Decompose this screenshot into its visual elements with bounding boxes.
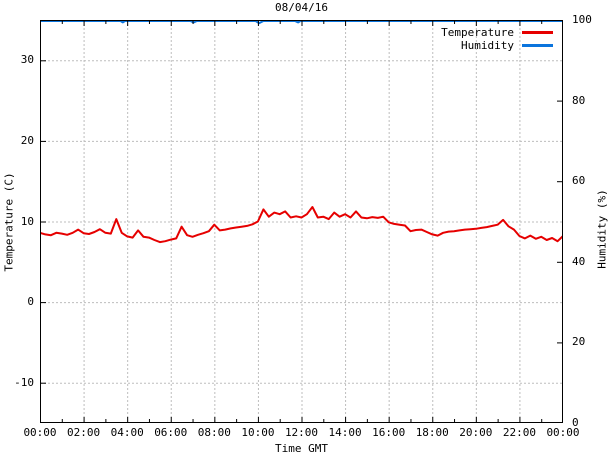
x-tick-label: 10:00 bbox=[241, 426, 275, 439]
x-tick-label: 08:00 bbox=[197, 426, 231, 439]
y-left-tick-label: 30 bbox=[20, 53, 34, 67]
y-left-tick-label: 0 bbox=[27, 295, 34, 309]
legend-label: Temperature bbox=[441, 26, 514, 39]
chart-title: 08/04/16 bbox=[275, 1, 328, 14]
x-tick-label: 06:00 bbox=[154, 426, 188, 439]
y-left-tick-label: -10 bbox=[14, 375, 34, 389]
y-right-tick-label: 100 bbox=[572, 13, 592, 26]
plot-border bbox=[40, 20, 563, 423]
y-left-tick-label: 10 bbox=[20, 214, 34, 228]
legend-label: Humidity bbox=[461, 39, 514, 52]
x-tick-label: 22:00 bbox=[502, 426, 536, 439]
y-right-tick-label: 80 bbox=[572, 93, 586, 107]
x-tick-label: 12:00 bbox=[284, 426, 319, 439]
y-right-tick-label: 0 bbox=[572, 416, 579, 429]
legend-line-sample bbox=[522, 31, 553, 34]
legend: Temperature Humidity bbox=[441, 26, 553, 52]
x-tick-label: 00:00 bbox=[546, 426, 580, 439]
temperature-line bbox=[40, 206, 563, 244]
plot-area bbox=[40, 20, 563, 423]
x-tick-label: 20:00 bbox=[459, 426, 493, 439]
x-tick-label: 16:00 bbox=[372, 426, 406, 439]
legend-item-temperature: Temperature bbox=[441, 26, 553, 39]
x-axis-label: Time GMT bbox=[275, 442, 328, 455]
x-tick-label: 14:00 bbox=[328, 426, 362, 439]
x-tick-label: 00:00 bbox=[23, 426, 57, 439]
y-right-tick-label: 20 bbox=[572, 335, 586, 349]
legend-item-humidity: Humidity bbox=[441, 39, 553, 52]
y-left-tick-label: 20 bbox=[20, 133, 34, 147]
x-tick-label: 18:00 bbox=[415, 426, 449, 439]
legend-line-sample bbox=[522, 44, 553, 47]
x-tick-label: 04:00 bbox=[110, 426, 144, 439]
y-right-tick-label: 60 bbox=[572, 174, 586, 188]
y-right-tick-label: 40 bbox=[572, 254, 586, 268]
x-tick-label: 02:00 bbox=[67, 426, 101, 439]
